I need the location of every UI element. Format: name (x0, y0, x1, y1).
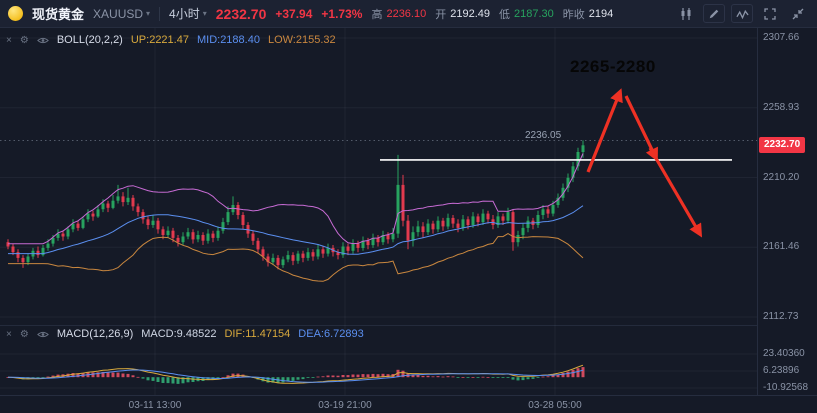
price-chart[interactable] (0, 28, 757, 325)
last-price: 2232.70 (215, 5, 267, 22)
boll-up-value: UP:2221.47 (130, 34, 189, 46)
stat-high: 高 2236.10 (371, 6, 426, 22)
time-tick: 03-19 21:00 (318, 400, 372, 411)
stat-label: 开 (435, 8, 447, 21)
gear-icon[interactable]: ⚙ (19, 34, 29, 46)
stat-label: 昨收 (562, 8, 585, 21)
target-price-annotation: 2265-2280 (570, 57, 656, 76)
price-tick: 2258.93 (763, 101, 800, 113)
boll-mid-value: MID:2188.40 (196, 34, 260, 46)
macd-indicator-row: × ⚙ MACD(12,26,9) MACD:9.48522 DIF:11.47… (6, 328, 364, 340)
macd-title: MACD(12,26,9) (56, 328, 134, 340)
price-change: +37.94 (275, 6, 313, 21)
stat-value: 2236.10 (386, 7, 427, 20)
current-price-tag: 2232.70 (759, 137, 806, 153)
stat-prev-close: 昨收 2194 (563, 6, 613, 22)
macd-dea-value: DEA:6.72893 (298, 328, 364, 340)
stat-label: 低 (498, 8, 510, 21)
stat-value: 2194 (588, 7, 614, 20)
toolbar-actions (675, 4, 809, 23)
timeframe-selector[interactable]: 4小时 ▾ (169, 5, 207, 22)
price-tick: 2210.20 (763, 171, 800, 183)
timeframe-label: 4小时 (169, 7, 200, 21)
boll-low-value: LOW:2155.32 (267, 34, 336, 46)
macd-value: MACD:9.48522 (141, 328, 217, 340)
draw-pencil-icon[interactable] (703, 4, 725, 23)
expand-icon[interactable] (759, 4, 781, 23)
price-tick: 2112.73 (763, 311, 799, 322)
price-tick: 2307.66 (763, 32, 800, 43)
time-tick: 03-11 13:00 (128, 400, 182, 411)
macd-chart[interactable] (0, 325, 757, 395)
eye-icon[interactable] (36, 36, 49, 45)
stat-value: 2187.30 (513, 7, 554, 20)
boll-indicator-row: × ⚙ BOLL(20,2,2) UP:2221.47 MID:2188.40 … (6, 34, 336, 46)
close-icon[interactable]: × (6, 328, 12, 340)
price-change-pct: +1.73% (321, 6, 363, 21)
fullscreen-icon[interactable] (787, 4, 809, 23)
chart-style-icon[interactable] (675, 4, 697, 23)
gear-icon[interactable]: ⚙ (19, 328, 29, 340)
chevron-down-icon: ▾ (202, 9, 207, 18)
symbol-selector[interactable]: XAUUSD ▾ (93, 7, 150, 21)
boll-title: BOLL(20,2,2) (56, 34, 123, 46)
macd-tick: 6.23896 (763, 365, 800, 376)
site-logo-icon (8, 6, 23, 21)
price-axis[interactable]: 2232.70 2307.66 2258.93 2210.20 2161.46 2112… (757, 28, 817, 395)
time-axis[interactable]: 03-11 13:00 03-19 21:00 03-28 05:00 (0, 395, 817, 413)
symbol-name: 现货黄金 (32, 7, 85, 22)
macd-dif-value: DIF:11.47154 (224, 328, 291, 340)
stat-label: 高 (371, 8, 383, 21)
price-tick: 2161.46 (763, 241, 800, 253)
high-level-label: 2236.05 (525, 130, 562, 141)
eye-icon[interactable] (36, 330, 49, 339)
divider (159, 6, 161, 21)
stat-low: 低 2187.30 (499, 6, 554, 22)
close-icon[interactable]: × (6, 34, 12, 46)
indicator-icon[interactable] (731, 4, 753, 23)
stat-open: 开 2192.49 (435, 6, 490, 22)
stat-value: 2192.49 (450, 7, 490, 20)
symbol-code: XAUUSD (93, 6, 144, 21)
macd-tick: 23.40360 (763, 348, 805, 359)
toolbar: 现货黄金 XAUUSD ▾ 4小时 ▾ 2232.70 +37.94 +1.73… (0, 0, 817, 28)
macd-tick: -10.92568 (763, 382, 809, 393)
time-tick: 03-28 05:00 (528, 400, 582, 411)
chevron-down-icon: ▾ (146, 9, 151, 18)
